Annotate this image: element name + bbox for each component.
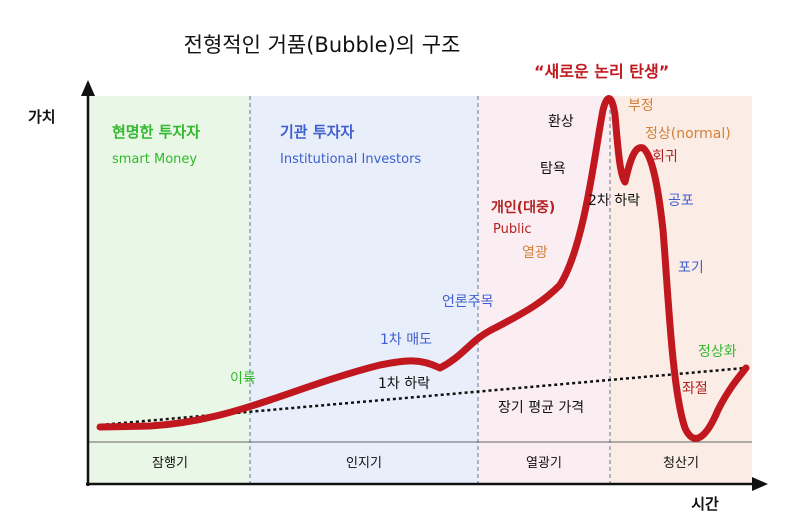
x-axis-arrow (752, 477, 768, 491)
annotation-second-drop: 2차 하락 (588, 193, 640, 209)
annotation-normal: 정상(normal) (645, 126, 731, 142)
public-investor-sublabel: Public (493, 222, 531, 237)
y-axis-arrow (81, 80, 95, 96)
public-investor-label: 개인(대중) (491, 199, 555, 216)
y-axis-label: 가치 (28, 108, 56, 126)
chart-title: 전형적인 거품(Bubble)의 구조 (184, 33, 461, 57)
smart-investor-sublabel: smart Money (112, 152, 197, 167)
annotation-enthusiasm: 열광 (522, 245, 548, 261)
annotation-profit: 이륙 (230, 371, 256, 387)
phase-label: 인지기 (346, 456, 382, 471)
annotation-return: 회귀 (652, 149, 678, 165)
annotation-illusion: 환상 (548, 114, 574, 130)
institutional-investor-label: 기관 투자자 (280, 123, 354, 141)
phase-bg-mania (478, 96, 610, 483)
smart-investor-label: 현명한 투자자 (112, 123, 200, 141)
phase-label: 잠행기 (152, 455, 188, 471)
annotation-greed: 탐욕 (540, 161, 566, 177)
bubble-curve (96, 95, 750, 442)
phase-bg-stealth (88, 96, 250, 483)
annotation-despair: 좌절 (682, 381, 708, 397)
annotation-first-drop: 1차 하락 (378, 376, 430, 392)
phase-label: 청산기 (663, 456, 699, 471)
annotation-normalize: 정상화 (698, 344, 737, 360)
annotation-first-sell: 1차 매도 (380, 332, 432, 348)
trend-line-label: 장기 평균 가격 (498, 400, 584, 416)
annotation-giveup: 포기 (678, 260, 704, 276)
annotation-fear: 공포 (668, 193, 694, 209)
phase-label: 열광기 (526, 456, 562, 471)
x-axis-label: 시간 (691, 495, 719, 513)
annotation-denial: 부정 (628, 98, 654, 114)
institutional-investor-sublabel: Institutional Investors (280, 152, 421, 167)
annotation-new-paradigm: “새로운 논리 탄생” (534, 62, 669, 81)
annotation-media: 언론주목 (442, 294, 494, 310)
phase-bg-awareness (250, 96, 478, 483)
